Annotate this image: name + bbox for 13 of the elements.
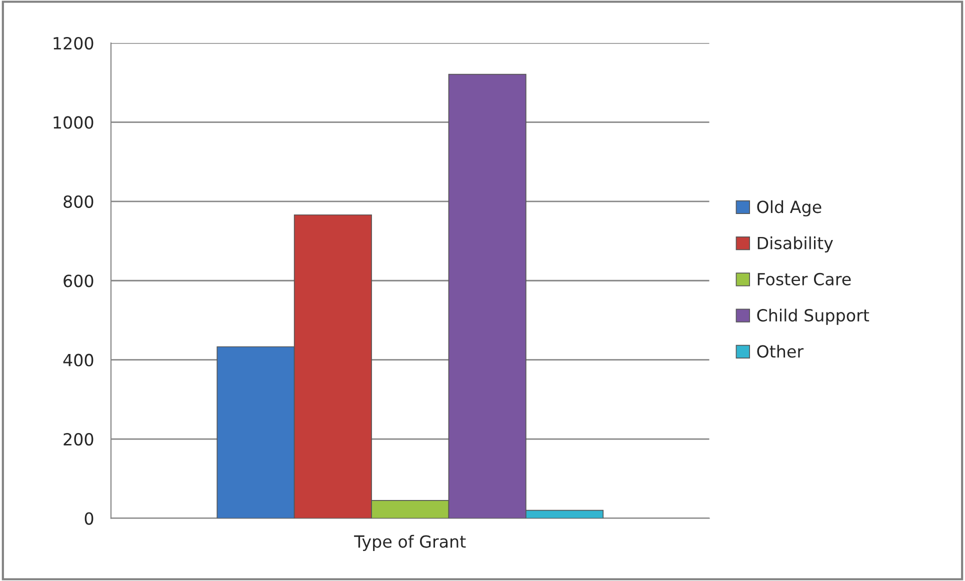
legend-label: Disability	[758, 236, 833, 253]
legend-label: Old Age	[757, 200, 822, 216]
legend-label: Foster Care	[758, 272, 851, 286]
y-tick-label: 800	[64, 195, 94, 208]
legend-label: Child Support	[757, 308, 870, 325]
y-tick-label: 400	[63, 354, 94, 366]
y-tick-label: 200	[64, 433, 94, 446]
y-tick-label: 1200	[54, 36, 94, 50]
y-tick-label: 600	[64, 274, 94, 288]
x-tick-label: Type of Grant	[354, 534, 466, 552]
y-tick-label: 1000	[54, 116, 94, 129]
y-tick-label: 0	[84, 512, 94, 525]
legend-label: Other	[757, 344, 804, 358]
